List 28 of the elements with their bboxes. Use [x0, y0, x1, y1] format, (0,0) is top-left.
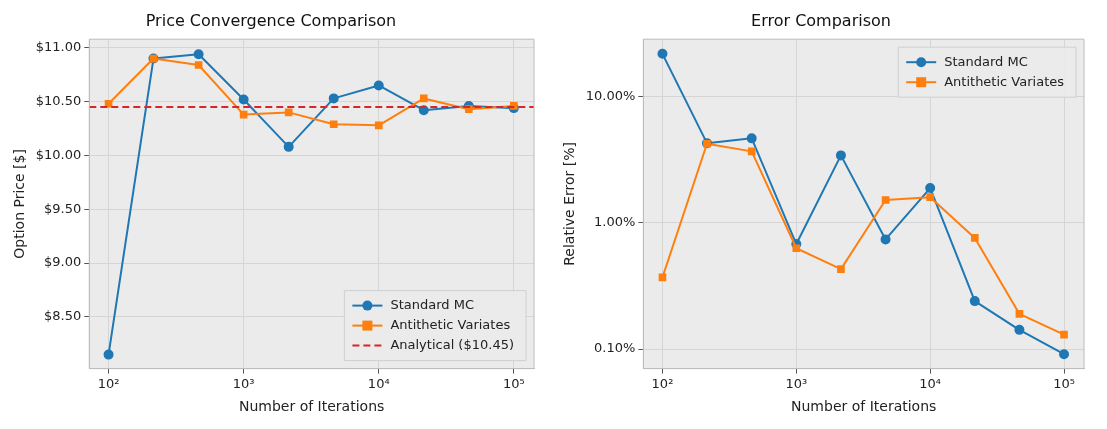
chart-title: Error Comparison — [751, 10, 891, 30]
y-tick-label: $8.50 — [44, 308, 82, 324]
x-tick-label: 10³ — [232, 375, 255, 391]
x-tick-label: 10⁵ — [502, 375, 525, 391]
y-tick-label: $9.00 — [44, 254, 82, 270]
chart-title: Price Convergence Comparison — [145, 10, 397, 30]
x-tick-label: 10⁵ — [1053, 375, 1075, 391]
x-tick-label: 10³ — [785, 375, 808, 391]
y-tick-label: $9.50 — [44, 200, 82, 216]
legend-label: Analytical ($10.45) — [390, 336, 515, 352]
y-axis-title: Relative Error [%] — [561, 142, 578, 266]
x-axis-title: Number of Iterations — [791, 398, 937, 415]
legend-label: Antithetic Variates — [390, 316, 511, 332]
x-tick-label: 10⁴ — [367, 375, 390, 391]
x-axis-title: Number of Iterations — [238, 398, 385, 415]
y-tick-label: $11.00 — [35, 39, 82, 55]
legend-label: Standard MC — [390, 296, 474, 312]
x-tick-label: 10² — [651, 375, 674, 391]
y-axis-title: Option Price [$] — [11, 149, 28, 259]
y-tick-label: 1.00% — [594, 214, 636, 230]
x-tick-label: 10² — [97, 375, 120, 391]
y-tick-label: 10.00% — [585, 88, 636, 104]
y-tick-label: $10.00 — [35, 146, 82, 162]
y-tick-label: 0.10% — [594, 340, 636, 356]
x-tick-label: 10⁴ — [919, 375, 942, 391]
legend-label: Antithetic Variates — [944, 73, 1065, 89]
y-tick-label: $10.50 — [35, 93, 82, 109]
legend-label: Standard MC — [944, 53, 1028, 69]
